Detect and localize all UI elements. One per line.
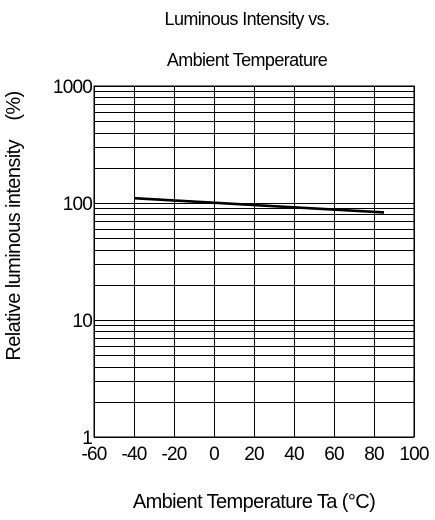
x-tick-label: -20 — [161, 444, 186, 465]
y-tick-labels: 1 10 100 1000 — [53, 77, 93, 449]
x-tick-label: 40 — [284, 444, 304, 465]
y-tick-label: 1000 — [53, 77, 92, 98]
x-axis-label: Ambient Temperature Ta (°C) — [133, 491, 375, 513]
x-tick-label: 0 — [209, 444, 219, 465]
x-tick-label: -40 — [121, 444, 146, 465]
x-tick-label: 100 — [399, 444, 429, 465]
plot-frame — [93, 85, 415, 438]
series-layer — [133, 196, 385, 214]
chart-title-line-1: Luminous Intensity vs. — [165, 9, 330, 29]
x-tick-label: 20 — [244, 444, 264, 465]
series-line — [133, 196, 385, 214]
y-tick-label: 1 — [82, 428, 92, 449]
plot-grid — [94, 86, 415, 438]
x-tick-label: 80 — [364, 444, 384, 465]
chart-title-line-2: Ambient Temperature — [167, 50, 328, 70]
y-tick-label: 10 — [72, 311, 92, 332]
x-tick-label: 60 — [324, 444, 344, 465]
x-tick-label: -60 — [81, 444, 106, 465]
x-tick-labels: -60 -40 -20 0 20 40 60 80 100 — [81, 444, 429, 465]
y-tick-label: 100 — [63, 194, 93, 215]
y-axis-label: Relative luminous intensity (%) — [3, 91, 25, 360]
